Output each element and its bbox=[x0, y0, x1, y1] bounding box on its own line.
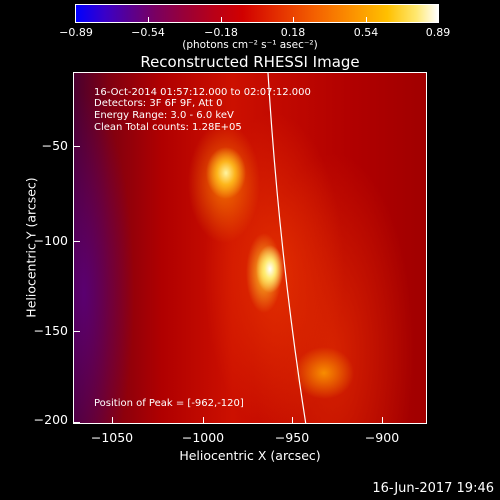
x-tick-label: −950 bbox=[274, 430, 310, 445]
datestamp: 16-Jun-2017 19:46 bbox=[372, 481, 494, 496]
colorbar-label: −0.89 bbox=[59, 26, 93, 39]
y-tick bbox=[73, 331, 80, 332]
colorbar-tick bbox=[438, 17, 439, 22]
colorbar-label: 0.18 bbox=[280, 26, 306, 39]
peak-position: Position of Peak = [-962,-120] bbox=[94, 398, 244, 409]
y-tick-label: −150 bbox=[33, 323, 68, 338]
solar-limb bbox=[267, 73, 307, 423]
colorbar-label: −0.54 bbox=[131, 26, 165, 39]
image-title: Reconstructed RHESSI Image bbox=[140, 53, 360, 71]
y-tick bbox=[73, 146, 80, 147]
x-tick bbox=[382, 417, 383, 424]
colorbar bbox=[75, 4, 439, 23]
y-tick-label: −200 bbox=[33, 412, 68, 427]
colorbar-tick bbox=[366, 17, 367, 22]
y-tick-label: −100 bbox=[33, 233, 68, 248]
info-energy: Energy Range: 3.0 - 6.0 keV bbox=[94, 110, 234, 121]
colorbar-tick bbox=[221, 17, 222, 22]
y-axis-label: Heliocentric Y (arcsec) bbox=[23, 177, 39, 318]
x-tick bbox=[292, 417, 293, 424]
x-tick bbox=[203, 417, 204, 424]
colorbar-label: 0.54 bbox=[353, 26, 379, 39]
y-tick-label: −50 bbox=[41, 138, 68, 153]
x-tick-label: −900 bbox=[364, 430, 400, 445]
solar-image: 16-Oct-2014 01:57:12.000 to 02:07:12.000… bbox=[73, 72, 427, 424]
x-tick-label: −1050 bbox=[90, 430, 134, 445]
colorbar-label: 0.89 bbox=[425, 26, 451, 39]
info-detectors: Detectors: 3F 6F 9F, Att 0 bbox=[94, 98, 223, 109]
x-axis-label: Heliocentric X (arcsec) bbox=[179, 448, 321, 463]
x-tick bbox=[112, 417, 113, 424]
colorbar-tick bbox=[293, 17, 294, 22]
colorbar-tick bbox=[148, 17, 149, 22]
x-tick-label: −1000 bbox=[181, 430, 225, 445]
colorbar-label: −0.18 bbox=[204, 26, 238, 39]
colorbar-tick bbox=[75, 17, 76, 22]
colorbar-units: (photons cm⁻² s⁻¹ asec⁻²) bbox=[182, 39, 318, 51]
info-time-range: 16-Oct-2014 01:57:12.000 to 02:07:12.000 bbox=[94, 87, 311, 98]
y-tick bbox=[73, 422, 80, 423]
info-clean: Clean Total counts: 1.28E+05 bbox=[94, 122, 242, 133]
y-tick bbox=[73, 241, 80, 242]
